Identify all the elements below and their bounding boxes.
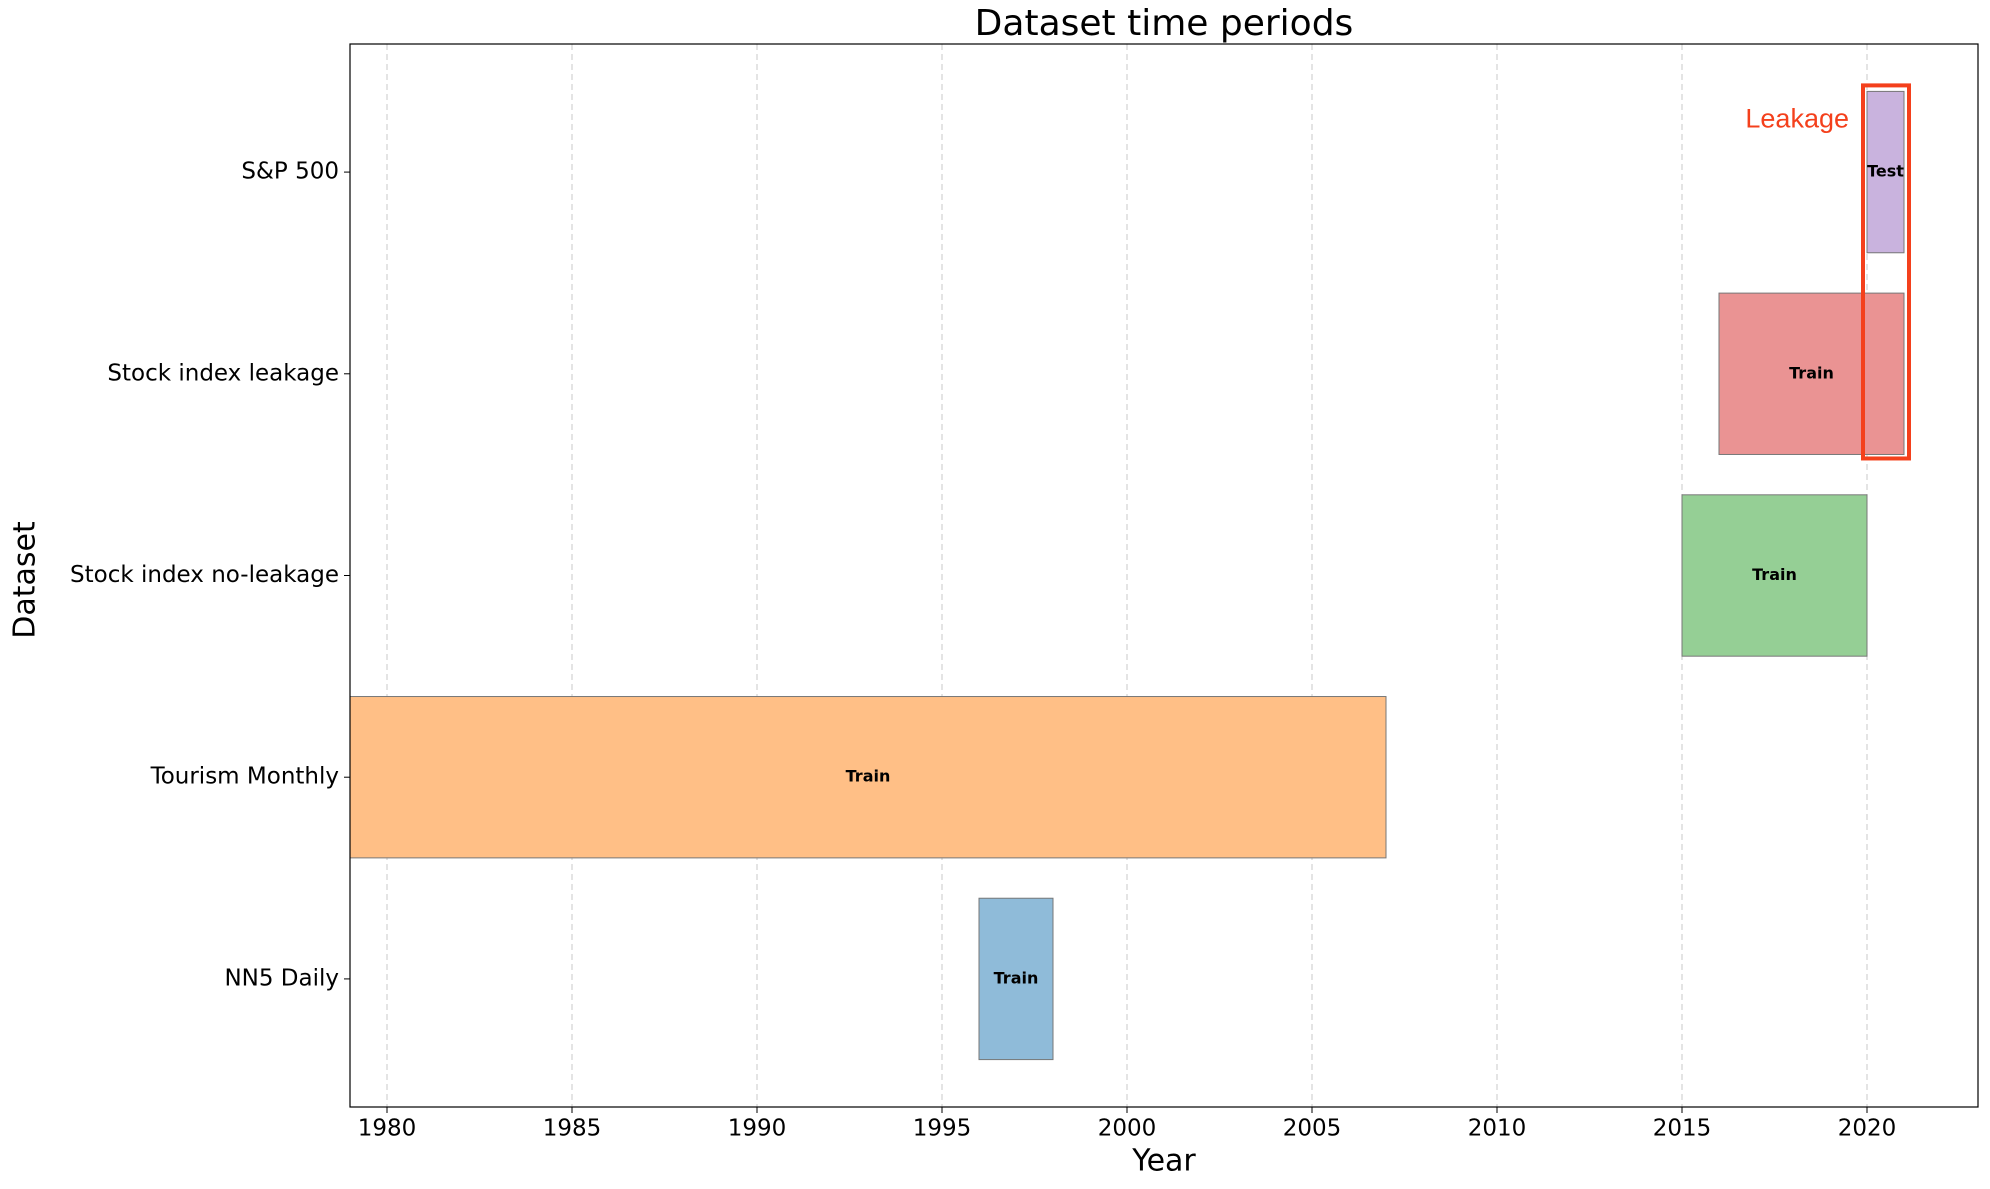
x-tick-label: 1985: [543, 1116, 602, 1142]
y-tick-label: NN5 Daily: [224, 965, 339, 991]
plot-frame: [349, 43, 1979, 1108]
x-tick-label: 2000: [1098, 1116, 1157, 1142]
annotation: Leakage: [1745, 104, 1849, 134]
x-tick-label: 1980: [358, 1116, 417, 1142]
leakage-box: [1861, 83, 1911, 461]
x-tick-label: 2010: [1468, 1116, 1527, 1142]
y-tick-label: Stock index no-leakage: [70, 562, 339, 588]
bar: [1866, 90, 1905, 254]
x-tick-label: 2015: [1653, 1116, 1712, 1142]
bar: [1718, 292, 1905, 455]
y-tick-label: Tourism Monthly: [150, 764, 339, 790]
bar-label: Test: [1867, 162, 1904, 181]
x-tick-label: 1995: [913, 1116, 972, 1142]
x-tick-label: 2020: [1838, 1116, 1897, 1142]
x-tick-label: 2005: [1283, 1116, 1342, 1142]
bar-label: Train: [846, 767, 891, 786]
x-tick-label: 1990: [728, 1116, 787, 1142]
y-tick-label: S&P 500: [241, 159, 339, 185]
bar-label: Train: [994, 968, 1039, 987]
bar: [978, 897, 1054, 1061]
chart-title: Dataset time periods: [975, 3, 1354, 44]
bar: [1681, 494, 1868, 657]
bar-label: Train: [1752, 565, 1797, 584]
bar-label: Train: [1789, 363, 1834, 382]
x-axis-label: Year: [1131, 1144, 1196, 1179]
y-axis-label: Dataset: [8, 521, 43, 639]
y-tick-label: Stock index leakage: [107, 360, 339, 386]
